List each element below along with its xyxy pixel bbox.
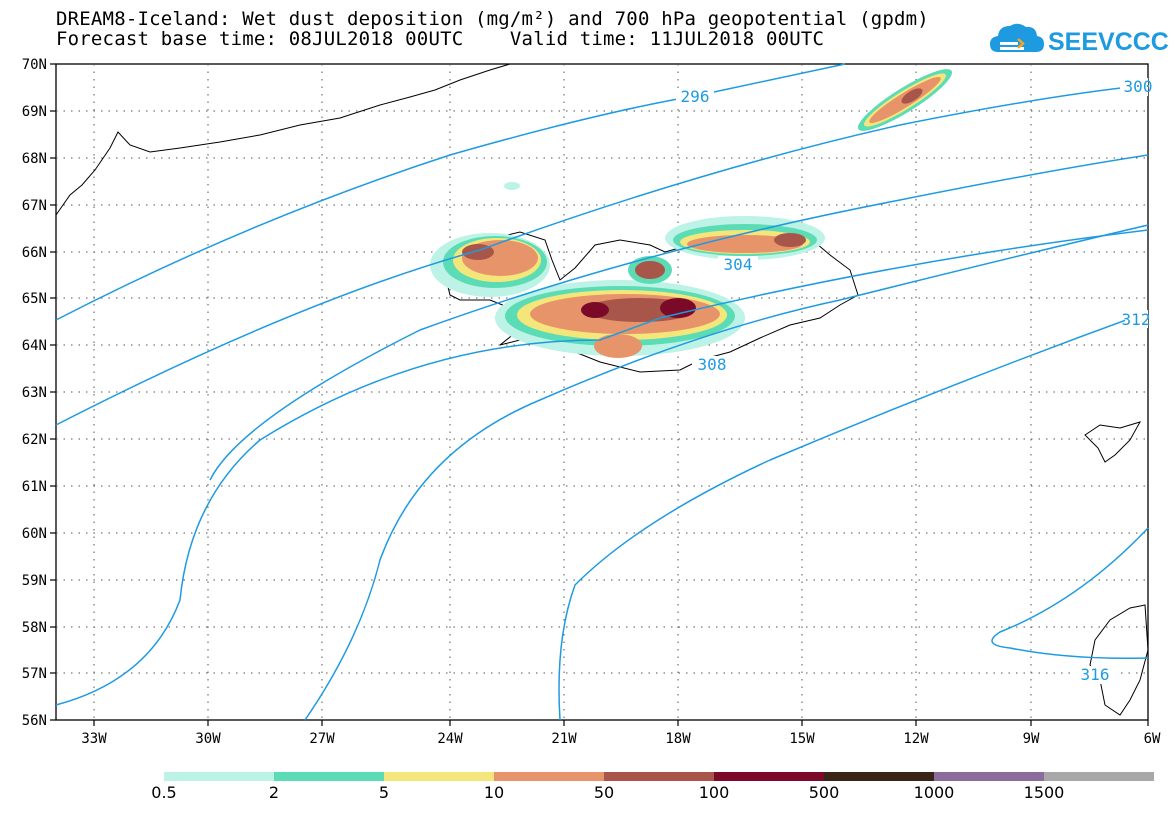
lat-label: 64N: [22, 338, 47, 354]
lat-label: 70N: [22, 57, 47, 73]
legend-color-box: [714, 772, 824, 781]
cloud-logo-icon: SEEVCCC: [990, 23, 1169, 56]
lon-label: 15W: [789, 731, 815, 747]
map-subtitle: Forecast base time: 08JUL2018 00UTC Vali…: [56, 28, 825, 50]
lat-label: 61N: [22, 479, 47, 495]
map-frame: [55, 63, 1149, 721]
lat-label: 65N: [22, 291, 47, 307]
legend-color-box: [384, 772, 494, 781]
iceland-coast: [444, 231, 859, 373]
lon-label: 12W: [903, 731, 929, 747]
legend-color-box: [604, 772, 714, 781]
lon-label: 27W: [309, 731, 335, 747]
contour-labels: 296 300 304 308 312 316: [676, 77, 1152, 684]
map-title: DREAM8-Iceland: Wet dust deposition (mg/…: [56, 8, 929, 30]
legend-label: 5: [378, 783, 390, 802]
contour-316: [991, 527, 1149, 660]
lon-label: 33W: [81, 731, 107, 747]
contour-label: 316: [1081, 665, 1110, 684]
legend-color-box: [274, 772, 384, 781]
contour-label: 308: [698, 355, 727, 374]
contour-304: [209, 154, 1149, 481]
axis-ticks: [50, 63, 1149, 726]
legend-color-box: [494, 772, 604, 781]
legend-color-box: [1044, 772, 1154, 781]
contour-308: [304, 224, 1149, 721]
legend-label: 1000: [913, 783, 955, 802]
legend-label: 500: [808, 783, 840, 802]
contour-312: [558, 311, 1149, 721]
lat-label: 67N: [22, 198, 47, 214]
contour-304b: [55, 229, 1149, 706]
legend-label: 100: [698, 783, 730, 802]
contour-label: 304: [724, 255, 753, 274]
legend-label: 50: [593, 783, 615, 802]
lon-label: 18W: [665, 731, 691, 747]
legend-label: 1500: [1023, 783, 1065, 802]
latitude-labels: 70N 69N 68N 67N 66N 65N 64N 63N 62N 61N …: [22, 57, 47, 729]
lat-label: 56N: [22, 713, 47, 729]
contour-300: [55, 84, 1149, 426]
legend-label: 10: [483, 783, 505, 802]
lon-label: 21W: [551, 731, 577, 747]
lon-label: 6W: [1144, 731, 1161, 747]
lat-label: 62N: [22, 432, 47, 448]
scotland-coast: [1089, 604, 1149, 716]
contour-label: 312: [1122, 310, 1151, 329]
longitude-labels: 33W 30W 27W 24W 21W 18W 15W 12W 9W 6W: [81, 731, 1161, 747]
legend-label: 2: [268, 783, 280, 802]
contour-label: 296: [681, 87, 710, 106]
faroe-coast: [1084, 421, 1142, 463]
lat-label: 58N: [22, 620, 47, 636]
contour-label: 300: [1124, 77, 1153, 96]
lat-label: 57N: [22, 666, 47, 682]
legend-color-box: [824, 772, 934, 781]
lon-label: 9W: [1023, 731, 1040, 747]
lon-label: 30W: [195, 731, 221, 747]
geopotential-contours: [55, 63, 1149, 721]
dust-deposition-shading: [430, 69, 953, 358]
logo-text: SEEVCCC: [1048, 28, 1169, 56]
lat-label: 63N: [22, 385, 47, 401]
lat-label: 59N: [22, 573, 47, 589]
lon-label: 24W: [437, 731, 463, 747]
lat-label: 69N: [22, 104, 47, 120]
lat-label: 66N: [22, 245, 47, 261]
greenland-coast: [55, 63, 511, 216]
contour-296: [55, 63, 846, 321]
legend-color-box: [164, 772, 274, 781]
lat-label: 60N: [22, 526, 47, 542]
coastlines: [55, 63, 1149, 716]
legend-label: 0.5: [151, 783, 177, 802]
lat-label: 68N: [22, 151, 47, 167]
graticule: [56, 64, 1148, 720]
legend-color-box: [934, 772, 1044, 781]
